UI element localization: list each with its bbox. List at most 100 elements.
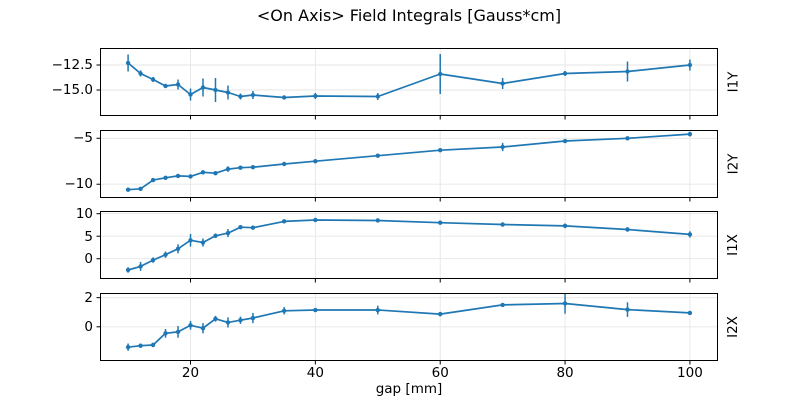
- subplot-i1y: I1Y −12.5 −15.0: [52, 48, 741, 120]
- data-point-marker: [250, 225, 256, 231]
- data-point-marker: [213, 87, 218, 93]
- data-point-marker: [625, 307, 630, 312]
- data-point-marker: [200, 85, 206, 90]
- data-point-marker: [175, 82, 181, 87]
- y-tick-label: 0: [84, 318, 93, 335]
- y-tick-label: −15.0: [51, 82, 93, 98]
- data-point-marker: [125, 344, 131, 350]
- data-point-marker: [687, 62, 693, 68]
- data-point-marker: [175, 246, 181, 252]
- right-axis-label-i2y: I2Y: [724, 130, 742, 198]
- data-point-marker: [213, 170, 218, 176]
- x-tick-label: 20: [181, 365, 200, 381]
- data-point-marker: [125, 60, 131, 66]
- data-point-marker: [625, 69, 630, 74]
- data-point-marker: [238, 165, 243, 170]
- x-tick-label: 60: [431, 365, 449, 381]
- axes-border: [100, 293, 718, 361]
- data-point-marker: [687, 310, 693, 316]
- data-point-marker: [225, 320, 231, 325]
- data-point-marker: [138, 186, 143, 191]
- x-tick-label: 80: [556, 365, 574, 381]
- figure-title: <On Axis> Field Integrals [Gauss*cm]: [256, 6, 562, 25]
- data-point-marker: [500, 144, 505, 149]
- data-point-marker: [562, 223, 568, 229]
- data-point-marker: [562, 138, 568, 143]
- axes-border: [100, 48, 718, 116]
- data-point-marker: [238, 225, 243, 230]
- data-point-marker: [250, 92, 256, 98]
- data-point-marker: [375, 94, 380, 99]
- plot-area-i2y: [96, 129, 718, 202]
- subplot-i1x: I1X 10 5 0: [76, 207, 741, 283]
- data-point-marker: [500, 222, 505, 228]
- data-point-marker: [163, 252, 168, 258]
- data-point-marker: [138, 71, 143, 76]
- y-tick-label: −10: [64, 175, 94, 192]
- right-axis-label-text: I1X: [725, 234, 742, 257]
- data-point-marker: [313, 93, 318, 99]
- data-point-marker: [238, 94, 243, 99]
- data-point-marker: [562, 301, 568, 306]
- data-point-marker: [150, 77, 156, 82]
- data-point-marker: [313, 218, 318, 223]
- data-point-marker: [313, 307, 318, 313]
- right-axis-label-i2x: I2X: [724, 293, 742, 361]
- data-series-line-i1x: [127, 219, 690, 272]
- data-point-marker: [138, 264, 143, 269]
- data-point-marker: [163, 331, 168, 336]
- data-point-marker: [225, 166, 231, 171]
- data-point-marker: [250, 315, 256, 321]
- data-point-marker: [687, 232, 693, 237]
- data-point-marker: [313, 158, 318, 164]
- data-point-marker: [125, 268, 131, 273]
- plot-area-i1x: [96, 211, 718, 283]
- data-point-marker: [375, 218, 380, 223]
- data-point-marker: [438, 311, 443, 317]
- right-axis-label-text: I1Y: [725, 71, 742, 93]
- data-series-line-i2x: [127, 302, 690, 349]
- data-point-marker: [188, 238, 193, 243]
- axes-border: [100, 211, 718, 280]
- y-tick-label: 5: [84, 228, 93, 245]
- right-axis-label-i1x: I1X: [724, 211, 742, 279]
- data-point-marker: [375, 307, 380, 313]
- data-point-marker: [163, 83, 168, 89]
- data-point-marker: [213, 233, 218, 239]
- data-point-marker: [438, 147, 443, 153]
- y-tick-label: 10: [75, 206, 93, 222]
- data-point-marker: [200, 326, 206, 331]
- data-point-marker: [281, 95, 287, 100]
- subplot-i2x: I2X 2 0: [84, 291, 741, 365]
- right-axis-label-i1y: I1Y: [724, 48, 742, 116]
- data-series-line-i2y: [128, 132, 690, 191]
- data-point-marker: [281, 219, 287, 224]
- data-series-line-i1y: [127, 62, 690, 99]
- data-point-marker: [500, 302, 505, 308]
- data-point-marker: [200, 169, 206, 175]
- subplot-i2y: I2Y −5 −10: [65, 129, 741, 202]
- data-point-marker: [687, 131, 693, 137]
- y-tick-label: −5: [73, 129, 93, 146]
- data-point-marker: [213, 316, 218, 321]
- data-point-marker: [150, 258, 156, 263]
- data-point-marker: [150, 342, 156, 348]
- x-tick-label: 100: [677, 365, 703, 381]
- y-tick-label: −12.5: [51, 57, 93, 73]
- data-point-marker: [138, 343, 143, 348]
- data-point-marker: [175, 173, 181, 178]
- data-point-marker: [163, 175, 168, 180]
- right-axis-label-text: I2X: [725, 316, 742, 338]
- data-point-marker: [438, 71, 443, 77]
- data-point-marker: [188, 92, 193, 97]
- right-axis-label-text: I2Y: [725, 153, 742, 175]
- x-axis-label: gap [mm]: [375, 381, 443, 397]
- data-point-marker: [125, 187, 131, 192]
- data-point-marker: [500, 81, 505, 86]
- plot-area-i1y: [96, 48, 718, 120]
- data-point-marker: [225, 231, 231, 236]
- plot-area-i2x: [96, 293, 718, 365]
- data-point-marker: [175, 329, 181, 335]
- data-point-marker: [225, 90, 231, 95]
